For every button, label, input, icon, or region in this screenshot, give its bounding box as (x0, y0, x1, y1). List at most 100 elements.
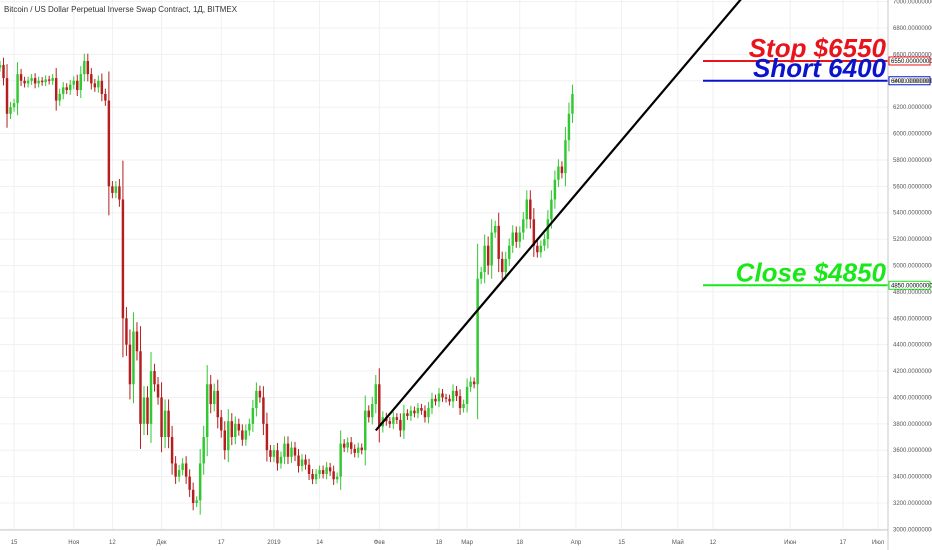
candle (5, 64, 9, 128)
stop-price-tag-text: 6550.00000000 (891, 59, 932, 65)
candle (416, 403, 420, 419)
grid (0, 0, 888, 530)
candle-body (402, 413, 406, 431)
candle-body (286, 443, 290, 457)
candle-body (462, 404, 465, 409)
candle (262, 386, 265, 436)
candle (213, 383, 216, 412)
candle-body (76, 80, 79, 91)
candle (26, 76, 30, 88)
x-tick-label: Мар (461, 540, 473, 546)
candle (255, 382, 258, 417)
candle (2, 57, 5, 86)
candle-body (205, 384, 209, 438)
candle (93, 78, 97, 92)
candle-body (202, 437, 205, 464)
x-tick-label: 18 (436, 540, 443, 546)
candle-body (170, 437, 174, 464)
y-tick-label: 3200.00000000 (893, 501, 932, 507)
candle-body (107, 100, 111, 187)
y-tick-label: 6000.00000000 (893, 132, 932, 138)
x-tick-label: Июл (872, 540, 885, 546)
y-tick-label: 5400.00000000 (893, 211, 932, 217)
candle (40, 77, 44, 86)
candle (479, 266, 483, 284)
candle (174, 456, 177, 484)
candle (153, 363, 156, 392)
candle (170, 425, 174, 475)
candle-body (213, 390, 216, 405)
candle-body (300, 459, 304, 467)
candle (349, 437, 353, 455)
candle (276, 442, 279, 471)
candle (444, 393, 448, 403)
candle-body (276, 450, 279, 464)
candle (441, 389, 444, 402)
candle (202, 425, 205, 475)
candle (342, 439, 346, 453)
candle (504, 251, 507, 280)
candle-body (160, 397, 163, 438)
candle-body (479, 272, 483, 279)
candle (448, 394, 451, 406)
candle (23, 76, 26, 88)
candle (205, 365, 209, 457)
candle-body (198, 463, 202, 501)
candle-body (69, 84, 72, 91)
candle (58, 88, 61, 106)
candle-body (220, 417, 223, 431)
candle (283, 436, 286, 465)
candle-body (54, 78, 58, 101)
candle-body (132, 331, 135, 385)
candle-body (30, 78, 33, 81)
candle (30, 74, 33, 85)
candle-body (529, 199, 532, 220)
candle-body (409, 410, 413, 416)
candle-body (279, 456, 283, 464)
candle (163, 399, 167, 449)
candle-body (307, 464, 311, 474)
candle (146, 386, 149, 436)
candle-body (61, 87, 65, 94)
candle (508, 238, 511, 267)
candle-body (342, 443, 346, 448)
candle-body (423, 410, 427, 418)
candle-body (255, 390, 258, 409)
candle-body (125, 318, 128, 345)
y-tick-label: 6800.00000000 (893, 26, 932, 32)
candle-body (2, 64, 5, 79)
candle (518, 226, 522, 248)
candle (167, 399, 170, 449)
candle (237, 418, 241, 436)
y-tick-label: 4600.00000000 (893, 316, 932, 322)
candle (69, 79, 72, 95)
candle-body (546, 219, 550, 240)
candle (188, 469, 191, 498)
candle-body (539, 245, 543, 253)
candle-body (522, 219, 525, 233)
candle-body (86, 60, 90, 75)
candle-body (0, 64, 2, 68)
candle (107, 71, 111, 216)
candle-body (321, 470, 325, 474)
candle-body (486, 245, 490, 266)
candle (54, 68, 58, 111)
candle (286, 436, 290, 465)
y-tick-label: 6400.00000000 (893, 79, 932, 85)
candle (248, 418, 251, 436)
candle (402, 404, 406, 439)
candle-body (525, 199, 529, 220)
y-tick-label: 4200.00000000 (893, 369, 932, 375)
candle-body (47, 79, 51, 81)
x-tick-label: 17 (218, 540, 225, 546)
y-tick-label: 5600.00000000 (893, 184, 932, 190)
candle-body (532, 219, 536, 246)
candle (564, 126, 567, 187)
candle-body (121, 199, 125, 319)
price-axis: 7000.000000006800.000000006600.000000006… (887, 0, 932, 550)
candle-body (195, 500, 198, 504)
short-price-tag-text: 6400.00000000 (891, 79, 932, 85)
candle-body (469, 381, 472, 387)
candle-body (72, 80, 75, 85)
candle-body (9, 107, 12, 114)
